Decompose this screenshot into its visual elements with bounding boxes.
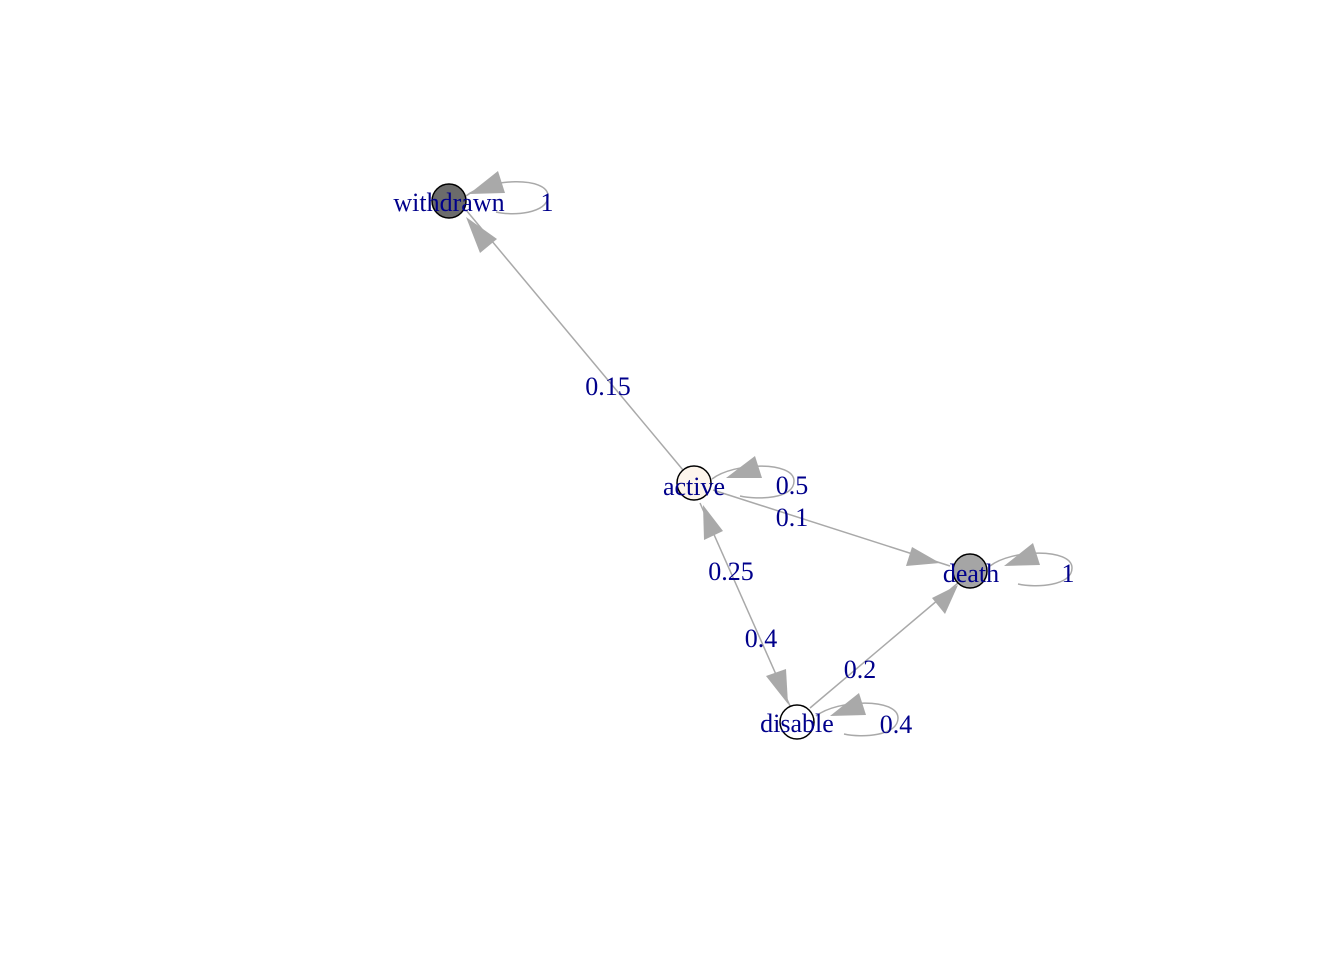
node-label-active: active — [663, 472, 725, 501]
arrowhead-disable-from-active — [766, 669, 788, 704]
edge-active-withdrawn — [465, 209, 684, 471]
loop-active — [711, 465, 795, 499]
edge-label-active-self: 0.5 — [776, 471, 809, 500]
loop-disable — [815, 702, 899, 737]
edge-label-disable-active: 0.25 — [708, 557, 754, 586]
edge-label-disable-self: 0.4 — [880, 710, 913, 739]
node-active[interactable] — [676, 465, 712, 501]
arrowhead-death-from-disable — [932, 585, 958, 614]
edge-label-disable-death: 0.2 — [844, 655, 877, 684]
loop-arrow-active — [726, 456, 762, 478]
loop-arrow-withdrawn — [469, 171, 505, 194]
edges — [465, 171, 1073, 737]
node-label-disable: disable — [760, 709, 834, 738]
edge-label-active-withdrawn: 0.15 — [585, 372, 631, 401]
edge-label-death-self: 1 — [1062, 559, 1075, 588]
node-withdrawn[interactable] — [431, 183, 467, 219]
loop-death — [989, 552, 1073, 587]
loop-arrow-death — [1004, 543, 1040, 566]
node-label-withdrawn: withdrawn — [393, 188, 504, 217]
edge-label-active-disable: 0.4 — [745, 624, 778, 653]
arrowhead-withdrawn — [466, 217, 497, 253]
edge-labels: 1 0.15 0.5 0.1 0.25 0.4 0.2 0.4 1 — [541, 188, 1075, 739]
node-death[interactable] — [952, 553, 988, 589]
edge-disable-death — [809, 582, 959, 709]
arrowhead-active-from-disable — [703, 505, 723, 540]
arrowhead-death-from-active — [906, 547, 940, 566]
nodes — [431, 183, 988, 740]
node-disable[interactable] — [779, 704, 815, 740]
edge-label-active-death: 0.1 — [776, 503, 809, 532]
loop-arrow-disable — [830, 693, 866, 716]
edge-active-disable — [699, 502, 791, 707]
edge-label-withdrawn-self: 1 — [541, 188, 554, 217]
node-label-death: death — [943, 559, 999, 588]
node-labels: withdrawn active death disable — [393, 188, 999, 738]
